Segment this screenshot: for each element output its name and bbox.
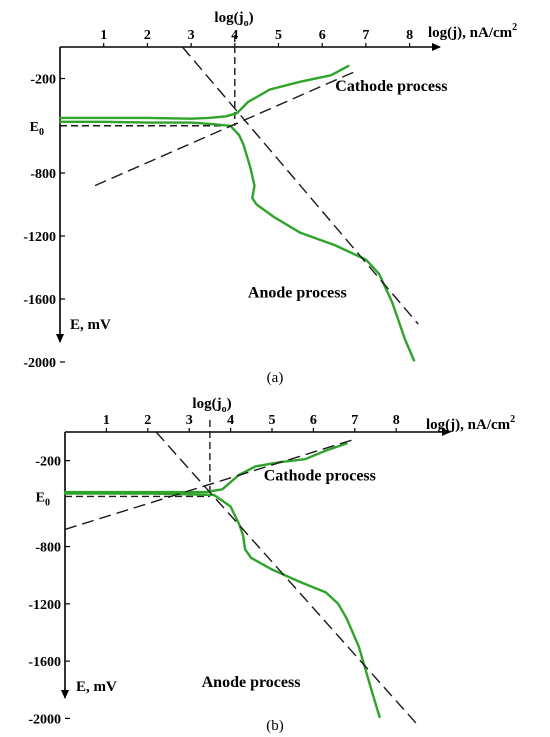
tafel-anodic-line	[155, 431, 418, 725]
log-j0-label: log(jo)	[192, 396, 231, 415]
log-j0-label-main: log(j	[192, 396, 221, 412]
x-tick-label: 7	[362, 28, 369, 43]
y-tick-label: -1600	[23, 293, 56, 308]
tafel-anodic-line	[181, 46, 419, 325]
x-tick-label: 2	[144, 413, 151, 428]
y-tick-label: -800	[30, 167, 56, 182]
x-tick-label: 4	[227, 413, 234, 428]
x-tick-label: 6	[310, 413, 317, 428]
log-j0-label-sub: o	[222, 404, 227, 415]
measured-anode-curve	[58, 120, 416, 362]
y-tick-label: -800	[35, 541, 61, 556]
y-tick-label: -2000	[28, 712, 61, 727]
e0-label-main: E	[36, 490, 45, 505]
annotation-label: Anode process	[248, 284, 347, 301]
log-j0-label-main: log(j	[214, 10, 243, 26]
log-j0-label: log(jo)	[214, 10, 253, 29]
panel-caption-a: (a)	[267, 370, 284, 386]
e0-label-main: E	[30, 120, 39, 135]
annotation-label: Cathode process	[264, 468, 376, 485]
y-axis-title: E, mV	[76, 679, 117, 695]
measured-cathode-curve	[63, 442, 348, 494]
log-j0-label-sub: o	[244, 18, 249, 29]
x-tick-label: 8	[406, 28, 413, 43]
x-tick-label: 5	[275, 28, 282, 43]
annotation-label: Anode process	[202, 674, 301, 691]
x-tick-label: 3	[188, 28, 195, 43]
tafel-cathodic-line	[94, 69, 358, 187]
x-tick-label: 1	[103, 413, 110, 428]
x-tick-label: 8	[393, 413, 400, 428]
x-tick-label: 1	[100, 28, 107, 43]
annotation-label: Cathode process	[335, 78, 447, 95]
measured-cathode-curve	[58, 64, 350, 120]
x-axis-title-text: log(j), nA/cm	[428, 25, 513, 41]
y-tick-label: -200	[30, 73, 56, 88]
x-tick-label: 2	[144, 28, 151, 43]
x-tick-label: 5	[269, 413, 276, 428]
e0-label-sub: 0	[39, 127, 44, 138]
x-axis-title-sup: 2	[512, 22, 517, 33]
y-tick-label: -2000	[23, 356, 56, 371]
x-axis-title: log(j), nA/cm2	[426, 414, 515, 433]
y-tick-label: -1600	[28, 655, 61, 670]
chart-panel-a: 12345678-200-800-1200-1600-2000E0log(j),…	[23, 10, 517, 371]
chart-panel-b: 1 2 3 4 5 6 7 8 -200 -800 -1200 -1600 -2000 E0 log(j),…	[28, 396, 515, 727]
x-axis-title: log(j), nA/cm2	[428, 22, 517, 41]
y-tick-label: -1200	[28, 598, 61, 613]
log-j0-label-close: )	[249, 10, 254, 26]
x-tick-label: 6	[319, 28, 326, 43]
log-j0-label-close: )	[227, 396, 232, 412]
e0-label: E0	[30, 120, 44, 138]
e0-label-sub: 0	[45, 497, 50, 508]
panel-caption-b: (b)	[266, 718, 284, 734]
x-tick-label: 3	[186, 413, 193, 428]
tafel-cathodic-line	[64, 438, 356, 531]
x-tick-label: 7	[351, 413, 358, 428]
y-axis-title: E, mV	[70, 317, 111, 333]
x-axis-title-sup: 2	[510, 414, 515, 425]
y-tick-label: -200	[35, 455, 61, 470]
measured-anode-curve	[63, 492, 381, 719]
y-tick-label: -1200	[23, 230, 56, 245]
e0-label: E0	[36, 490, 50, 508]
x-axis-title-text: log(j), nA/cm	[426, 417, 511, 433]
